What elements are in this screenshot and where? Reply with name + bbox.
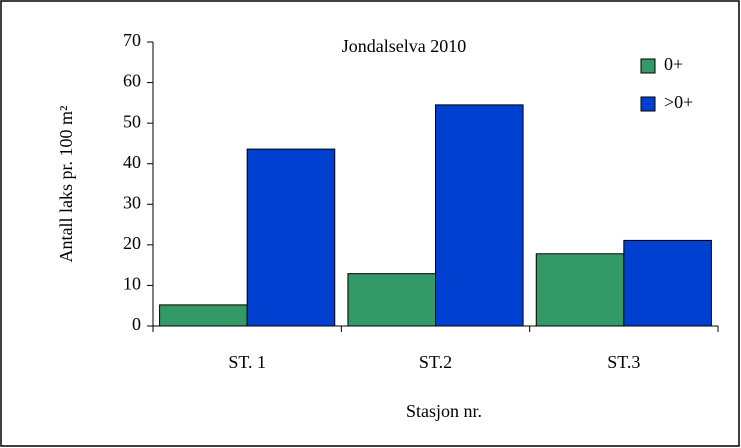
legend-label: >0+ <box>664 92 693 112</box>
x-tick-label: ST. 1 <box>228 352 266 372</box>
legend-label: 0+ <box>664 54 683 74</box>
x-tick-label: ST.3 <box>607 352 640 372</box>
y-tick-label: 40 <box>123 152 141 172</box>
bar <box>347 273 436 327</box>
bar <box>623 239 712 327</box>
x-axis-label: Stasjon nr. <box>406 401 482 421</box>
bar <box>159 304 248 327</box>
y-tick-label: 60 <box>123 71 141 91</box>
y-tick-label: 20 <box>123 233 141 253</box>
bar <box>246 148 336 327</box>
legend-swatch <box>640 58 656 74</box>
y-tick-label: 70 <box>123 30 141 50</box>
x-tick-label: ST.2 <box>419 352 452 372</box>
y-axis-label: Antall laks pr. 100 m² <box>56 106 76 263</box>
bar <box>435 104 524 327</box>
legend-swatch <box>640 96 656 112</box>
y-tick-label: 30 <box>123 192 141 212</box>
y-tick-label: 0 <box>132 314 141 334</box>
chart-title: Jondalselva 2010 <box>342 36 466 56</box>
bar <box>535 253 625 327</box>
y-tick-label: 50 <box>123 111 141 131</box>
y-tick-label: 10 <box>123 274 141 294</box>
